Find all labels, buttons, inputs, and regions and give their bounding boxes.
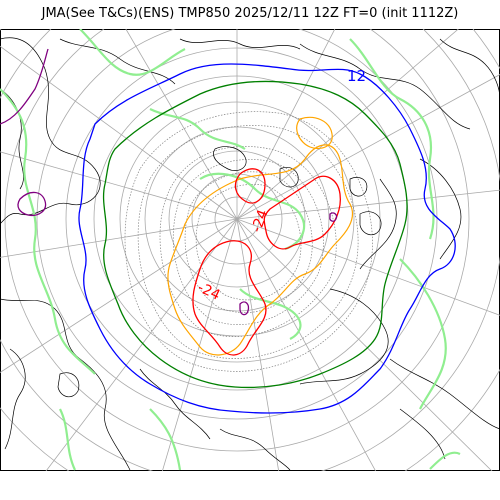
zero-isotherm — [0, 29, 461, 471]
red-contour — [192, 168, 341, 356]
blue-contour — [78, 63, 456, 414]
blue-contour-label: 12 — [347, 67, 366, 85]
orange-contour — [167, 116, 354, 356]
map-svg: 12 -24 -24 — [0, 29, 500, 471]
map-frame[interactable]: 12 -24 -24 — [0, 29, 500, 471]
green-contour — [102, 80, 408, 389]
purple-contour — [0, 48, 338, 316]
red-contour-label-upper: -24 — [249, 208, 272, 235]
map-title: JMA(See T&Cs)(ENS) TMP850 2025/12/11 12Z… — [41, 6, 459, 21]
cold-isotherms — [124, 111, 373, 372]
coastlines — [0, 37, 500, 471]
